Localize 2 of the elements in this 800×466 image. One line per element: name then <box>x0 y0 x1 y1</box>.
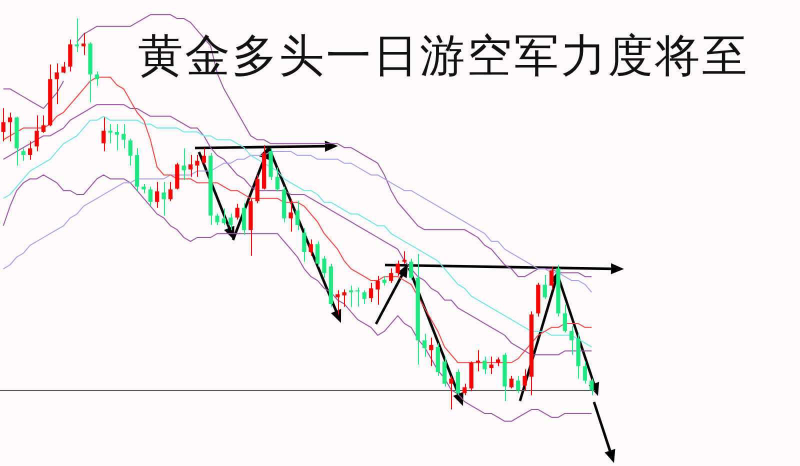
candlestick <box>142 183 146 194</box>
candlestick <box>342 289 346 308</box>
